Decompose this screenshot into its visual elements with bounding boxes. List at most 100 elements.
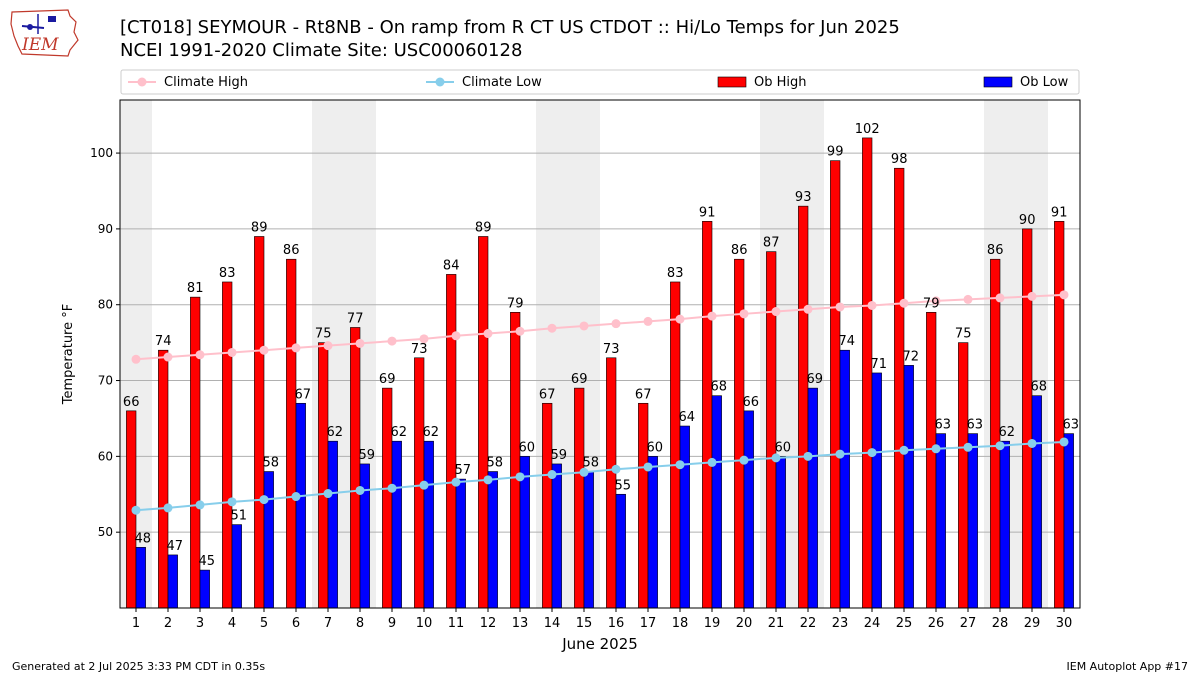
climate-low-point [419,480,429,490]
y-tick-label: 50 [98,525,113,539]
climate-high-point [643,316,653,326]
iem-logo-text: IEM [21,35,59,55]
climate-high-point [707,311,717,321]
climate-low-point [675,460,685,470]
ob-low-bar [455,478,466,609]
climate-low-point [1027,438,1037,448]
ob-high-bar [510,311,521,609]
climate-high-point [835,302,845,312]
climate-high-point [867,300,877,310]
ob-low-label: 47 [167,539,184,554]
weekend-band [568,100,600,608]
climate-high-point [611,319,621,329]
climate-high-point [899,298,909,308]
ob-high-bar [222,281,233,609]
climate-low-point [643,462,653,472]
ob-high-label: 75 [955,327,972,342]
x-tick-label: 10 [416,616,433,631]
ob-low-bar [583,471,594,609]
ob-low-bar [807,387,818,609]
ob-high-label: 89 [475,220,492,235]
x-tick-label: 21 [768,616,785,631]
legend-ob-low-label: Ob Low [1020,75,1069,90]
ob-low-bar [679,425,690,609]
ob-high-label: 69 [571,372,588,387]
climate-high-point [771,307,781,317]
ob-low-bar [711,395,722,609]
weekend-band [792,100,824,608]
climate-high-point [963,294,973,304]
ob-low-label: 57 [455,463,472,478]
ob-low-bar [391,440,402,609]
climate-low-point [195,500,205,510]
ob-low-bar [295,402,306,609]
climate-low-point [611,464,621,474]
ob-low-label: 60 [775,440,792,455]
ob-high-bar [670,281,681,609]
chart-subtitle: NCEI 1991-2020 Climate Site: USC00060128 [120,40,523,61]
ob-low-bar [167,554,178,609]
ob-low-label: 64 [679,410,696,425]
y-tick-label: 90 [98,222,113,236]
x-axis-label: June 2025 [561,635,638,653]
climate-low-point [931,444,941,454]
climate-high-point [259,345,269,355]
climate-high-point [1027,291,1037,301]
legend-box [120,69,1080,95]
ob-low-label: 59 [359,448,376,463]
ob-high-bar [1054,221,1065,609]
ob-high-label: 87 [763,236,780,251]
ob-low-bar [519,456,530,609]
climate-high-point [515,326,525,336]
generated-timestamp: Generated at 2 Jul 2025 3:33 PM CDT in 0… [12,660,266,673]
climate-low-point [227,497,237,507]
climate-low-point [515,472,525,482]
ob-high-bar [126,410,137,609]
climate-low-point [867,448,877,458]
ob-high-bar [638,402,649,609]
climate-high-point [483,329,493,339]
climate-low-point [771,453,781,463]
climate-high-point [291,343,301,353]
ob-high-label: 83 [219,266,236,281]
climate-low-point [131,505,141,515]
ob-low-label: 59 [551,448,568,463]
weekend-band [984,100,1016,608]
x-tick-label: 12 [480,616,497,631]
legend-ob-high-swatch [717,76,747,88]
ob-low-bar [935,433,946,609]
weekend-band [1016,100,1048,608]
ob-high-bar [446,274,457,609]
x-tick-label: 23 [832,616,849,631]
ob-low-label: 58 [583,456,600,471]
ob-low-label: 63 [935,418,952,433]
ob-high-bar [606,357,617,609]
ob-high-label: 79 [507,296,524,311]
weekend-band [344,100,376,608]
ob-high-bar [190,296,201,609]
climate-high-point [419,334,429,344]
ob-high-label: 67 [635,387,652,402]
ob-low-label: 48 [135,531,152,546]
legend-climate-high-marker [137,77,147,87]
ob-low-bar [551,463,562,609]
x-tick-label: 16 [608,616,625,631]
ob-high-bar [254,236,265,609]
legend-climate-low-marker [435,77,445,87]
climate-high-point [1059,290,1069,300]
ob-low-bar [615,493,626,609]
ob-high-label: 99 [827,145,844,160]
climate-high-point [579,321,589,331]
climate-low-point [259,495,269,505]
ob-high-label: 86 [987,243,1004,258]
legend-climate-low-label: Climate Low [462,75,542,90]
ob-high-bar [574,387,585,609]
ob-low-label: 62 [423,425,440,440]
plot-frame [119,99,1081,609]
ob-low-label: 72 [903,349,920,364]
ob-low-bar [359,463,370,609]
ob-low-bar [903,365,914,609]
x-tick-label: 18 [672,616,689,631]
climate-low-point [707,457,717,467]
climate-low-point [963,442,973,452]
